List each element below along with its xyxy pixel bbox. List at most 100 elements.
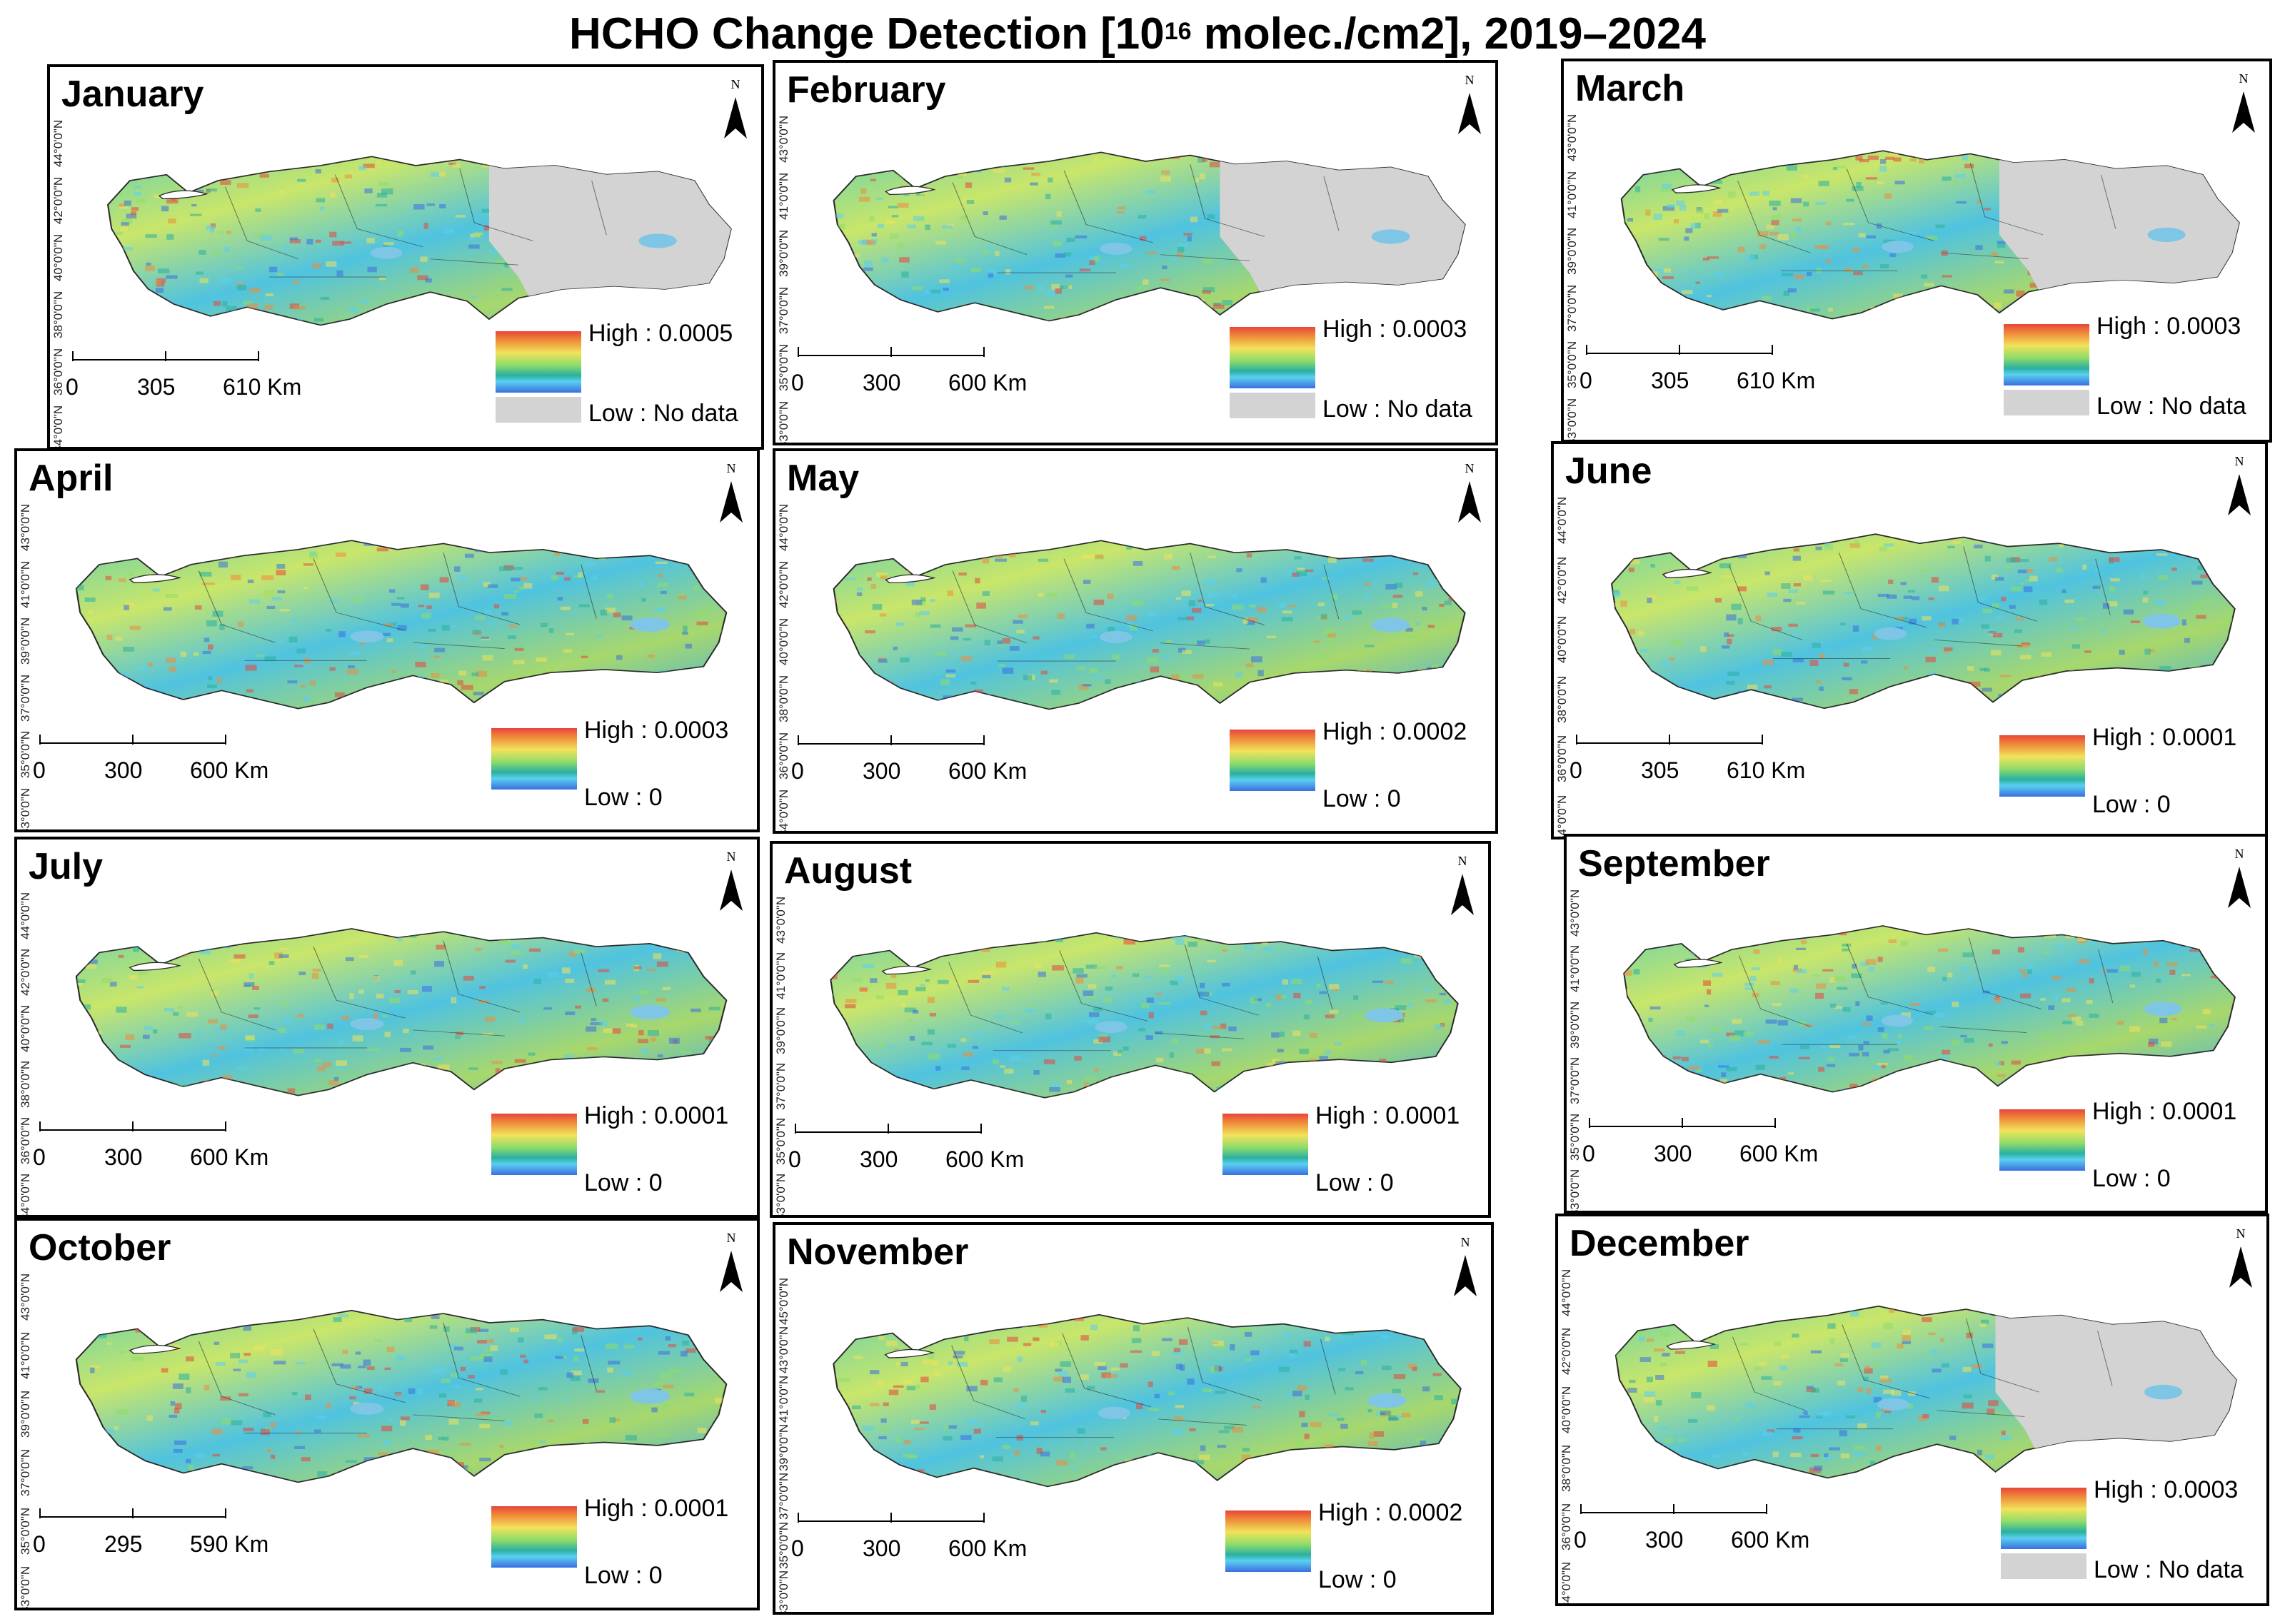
latitude-tick-label: 44°0'0"N xyxy=(51,119,65,167)
scale-bar-label: 295 xyxy=(104,1531,143,1557)
turkey-hcho-map xyxy=(75,1309,728,1483)
north-label: N xyxy=(2235,454,2244,468)
north-arrow-icon: N xyxy=(721,76,750,144)
scale-bar-label: 0 xyxy=(1570,757,1582,783)
legend-color-ramp xyxy=(1225,1510,1311,1572)
latitude-tick-label: 39°0'0"N xyxy=(777,1423,790,1471)
map-panel-september: September N 43°0'0"N 41°0'0"N 39°0'0"N 37°0'0… xyxy=(1564,834,2268,1214)
latitude-tick-label: 43°0'0"N xyxy=(777,115,790,163)
legend-high-label: High : 0.0003 xyxy=(584,717,729,744)
scale-bar-label: 610 Km xyxy=(1727,757,1806,783)
north-arrow-icon: N xyxy=(2229,70,2258,138)
latitude-tick-label: 38°0'0"N xyxy=(19,1061,32,1109)
scale-bar: 0 305 610 Km xyxy=(59,346,301,400)
latitude-tick-label: 42°0'0"N xyxy=(777,560,790,608)
panel-month-label: November xyxy=(787,1231,969,1273)
legend-low-label: Low : 0 xyxy=(1318,1566,1397,1593)
scale-bar-label: 300 xyxy=(1654,1141,1692,1166)
scale-bar: 0 305 610 Km xyxy=(1562,729,1805,783)
scale-bar-label: 0 xyxy=(791,1535,804,1561)
turkey-hcho-map xyxy=(833,540,1466,710)
map-panel-august: August N 43°0'0"N 41°0'0"N 39°0'0"N 37°0'0"N 3… xyxy=(770,841,1491,1218)
legend-color-ramp xyxy=(2004,324,2089,385)
legend-low-label: Low : No data xyxy=(588,400,738,427)
panel-month-label: January xyxy=(61,74,204,115)
legend-high-label: High : 0.0003 xyxy=(1322,316,1467,343)
turkey-hcho-map xyxy=(833,1313,1462,1488)
legend-high-label: High : 0.0003 xyxy=(2094,1476,2239,1503)
scale-bar-label: 300 xyxy=(863,1535,901,1561)
latitude-tick-label: 41°0'0"N xyxy=(19,1331,32,1379)
scale-bar-label: 0 xyxy=(1580,368,1592,393)
map-panel-december: December N 44°0'0"N 42°0'0"N 40°0'0"N 38°0'0"… xyxy=(1555,1214,2269,1606)
north-label: N xyxy=(1465,73,1475,87)
scale-bar: 0 300 600 Km xyxy=(781,1118,1024,1172)
scale-bar-label: 0 xyxy=(791,370,804,395)
map-panel-june: June N 44°0'0"N 42°0'0"N 40°0'0"N 38°0'0"N 36°… xyxy=(1551,441,2268,839)
legend-high-label: High : 0.0002 xyxy=(1322,718,1467,745)
title-main: HCHO Change Detection [10 xyxy=(569,9,1165,59)
scale-bar: 0 300 600 Km xyxy=(1567,1498,1809,1553)
scale-bar-label: 0 xyxy=(33,1144,46,1170)
latitude-tick-label: 44°0'0"N xyxy=(19,892,32,939)
legend-low-label: Low : 0 xyxy=(2092,1165,2171,1192)
latitude-tick-label: 33°0'0"N xyxy=(777,1570,790,1615)
north-arrow-icon: N xyxy=(717,848,745,917)
latitude-tick-label: 43°0'0"N xyxy=(1565,114,1579,161)
north-label: N xyxy=(731,77,740,91)
latitude-tick-label: 43°0'0"N xyxy=(774,896,788,944)
legend-low-label: Low : 0 xyxy=(584,1169,663,1196)
latitude-tick-label: 43°0'0"N xyxy=(777,1326,790,1374)
panel-month-label: September xyxy=(1578,843,1770,884)
map-panel-april: April N 43°0'0"N 41°0'0"N 39°0'0"N 37°0'0"N 35… xyxy=(14,448,760,832)
legend-low-label: Low : 0 xyxy=(2092,791,2171,818)
legend-nodata-swatch xyxy=(496,397,581,423)
north-label: N xyxy=(2236,1226,2246,1241)
title-rest: molec./cm2], 2019–2024 xyxy=(1191,9,1706,59)
latitude-tick-label: 39°0'0"N xyxy=(19,617,32,665)
legend-color-ramp xyxy=(1999,735,2085,797)
north-label: N xyxy=(2239,71,2249,86)
latitude-tick-label: 38°0'0"N xyxy=(1555,675,1569,723)
scale-bar-label: 300 xyxy=(860,1146,898,1172)
latitude-tick-label: 38°0'0"N xyxy=(1560,1444,1573,1492)
panel-month-label: February xyxy=(787,69,946,111)
turkey-hcho-map xyxy=(833,151,1466,322)
scale-bar-label: 300 xyxy=(863,370,901,395)
legend-low-label: Low : No data xyxy=(2096,393,2246,420)
scale-bar-label: 600 Km xyxy=(190,757,269,783)
scale-bar-label: 610 Km xyxy=(223,374,302,400)
scale-bar: 0 300 600 Km xyxy=(26,1116,268,1170)
scale-bar-label: 0 xyxy=(1582,1141,1595,1166)
turkey-hcho-map xyxy=(830,932,1459,1099)
scale-bar-label: 0 xyxy=(33,757,46,783)
turkey-hcho-map xyxy=(106,156,732,326)
latitude-tick-label: 33°0'0"N xyxy=(19,787,32,832)
scale-bar-label: 300 xyxy=(1645,1527,1684,1553)
latitude-tick-label: 41°0'0"N xyxy=(1565,171,1579,218)
scale-bar-label: 305 xyxy=(1651,368,1689,393)
legend-high-label: High : 0.0001 xyxy=(584,1102,729,1129)
map-panel-february: February N 43°0'0"N 41°0'0"N 39°0'0"N 37°0'0"… xyxy=(773,60,1498,445)
north-label: N xyxy=(2235,847,2244,861)
north-label: N xyxy=(727,849,736,864)
legend-high-label: High : 0.0001 xyxy=(2092,1098,2237,1125)
legend-low-label: Low : 0 xyxy=(584,784,663,811)
panel-month-label: July xyxy=(29,846,104,887)
scale-bar-label: 305 xyxy=(137,374,176,400)
scale-bar-label: 0 xyxy=(1574,1527,1587,1553)
legend-color-ramp xyxy=(1999,1109,2085,1171)
north-label: N xyxy=(727,1231,736,1245)
latitude-tick-label: 41°0'0"N xyxy=(774,952,788,999)
turkey-hcho-map xyxy=(75,928,728,1096)
north-arrow-icon: N xyxy=(1455,71,1484,140)
latitude-tick-label: 37°0'0"N xyxy=(19,674,32,722)
scale-bar-label: 600 Km xyxy=(948,1535,1028,1561)
latitude-tick-label: 42°0'0"N xyxy=(1560,1327,1573,1375)
north-label: N xyxy=(1458,854,1467,868)
panel-month-label: October xyxy=(29,1227,171,1269)
turkey-hcho-map xyxy=(1623,925,2236,1093)
latitude-tick-label: 41°0'0"N xyxy=(1568,945,1582,993)
latitude-tick-label: 33°0'0"N xyxy=(777,400,790,445)
latitude-tick-label: 40°0'0"N xyxy=(51,233,65,281)
